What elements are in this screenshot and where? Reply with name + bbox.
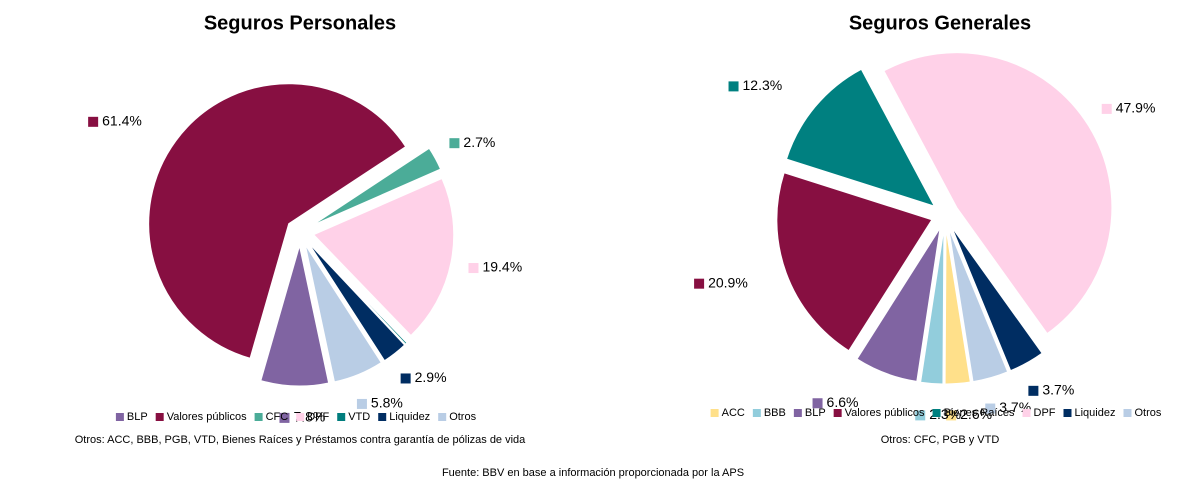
data-label: 19.4% <box>482 259 522 275</box>
data-label: 2.6% <box>960 406 992 422</box>
pie-slice <box>883 52 1113 335</box>
legend-swatch <box>1123 409 1132 417</box>
legend-swatch <box>337 413 346 421</box>
legend-swatch <box>296 413 305 421</box>
legend-label: VTD <box>348 411 370 423</box>
label-marker <box>449 138 460 149</box>
data-label: 2.9% <box>415 369 447 385</box>
label-marker <box>915 410 926 421</box>
label-marker <box>946 410 957 421</box>
legend-label: Liquidez <box>389 411 430 423</box>
legend-label: DPF <box>307 411 329 423</box>
label-marker <box>812 398 823 409</box>
legend-swatch <box>833 409 842 417</box>
label-marker <box>694 278 705 289</box>
legend-label: ACC <box>722 407 745 419</box>
legend-label: BBB <box>764 407 786 419</box>
pie-slice <box>312 147 442 226</box>
label-marker <box>1101 103 1112 114</box>
data-label: 12.3% <box>743 77 783 93</box>
pie-slice <box>944 228 971 385</box>
legend: BLP Valores públicos CFC DPF VTD Liquidez Otro… <box>115 411 477 423</box>
data-label: 6.6% <box>827 394 859 410</box>
legend-swatch <box>1063 409 1072 417</box>
data-label: 61.4% <box>102 113 142 129</box>
legend-swatch <box>793 409 802 417</box>
pie-slice <box>308 242 406 362</box>
legend-swatch <box>1022 409 1031 417</box>
pie-slice <box>148 83 407 359</box>
chart-title: Seguros Personales <box>204 12 396 34</box>
legend-swatch <box>710 409 719 417</box>
legend-label: BLP <box>805 407 826 419</box>
label-marker <box>400 373 411 384</box>
data-label: 3.7% <box>1042 382 1074 398</box>
legend-swatch <box>752 409 761 417</box>
data-label: 5.8% <box>371 395 403 411</box>
label-marker <box>88 116 99 127</box>
legend-swatch <box>115 413 124 421</box>
label-marker <box>1028 385 1039 396</box>
legend-label: Otros <box>449 411 476 423</box>
legend-label: CFC <box>266 411 289 423</box>
data-label: 47.9% <box>1116 100 1156 116</box>
pie-slice <box>312 177 455 337</box>
chart-title: Seguros Generales <box>849 12 1031 34</box>
data-label: 2.7% <box>463 134 495 150</box>
legend-label: BLP <box>127 411 148 423</box>
pie-slice <box>776 172 933 352</box>
label-marker <box>279 412 290 423</box>
legend: ACC BBB BLP Valores públicos Bienes Raíces DP… <box>710 407 1162 419</box>
note: Otros: ACC, BBB, PGB, VTD, Bienes Raíces… <box>75 434 526 446</box>
pie-slice <box>309 241 408 345</box>
pie-slice <box>785 68 936 207</box>
pie-slice <box>260 245 330 387</box>
legend-label: DPF <box>1034 407 1056 419</box>
pie-slice <box>920 228 945 385</box>
legend-swatch <box>438 413 447 421</box>
source: Fuente: BBV en base a información propor… <box>442 467 744 479</box>
legend-swatch <box>254 413 263 421</box>
label-marker <box>985 403 996 414</box>
legend-label: Liquidez <box>1075 407 1116 419</box>
label-marker <box>728 81 739 92</box>
legend-label: Valores públicos <box>845 407 925 419</box>
data-label: 20.9% <box>708 274 748 290</box>
legend-swatch <box>378 413 387 421</box>
legend-swatch <box>155 413 164 421</box>
note: Otros: CFC, PGB y VTD <box>881 434 1000 446</box>
legend-label: Valores públicos <box>167 411 247 423</box>
pie-slice <box>304 244 382 383</box>
label-marker <box>356 398 367 409</box>
pie-slice <box>948 228 1009 383</box>
legend-swatch <box>932 409 941 417</box>
label-marker <box>468 263 479 274</box>
legend-label: Bienes Raíces <box>944 407 1015 419</box>
legend-label: Otros <box>1134 407 1161 419</box>
pie-slice <box>856 227 941 382</box>
pie-slice <box>951 226 1043 372</box>
